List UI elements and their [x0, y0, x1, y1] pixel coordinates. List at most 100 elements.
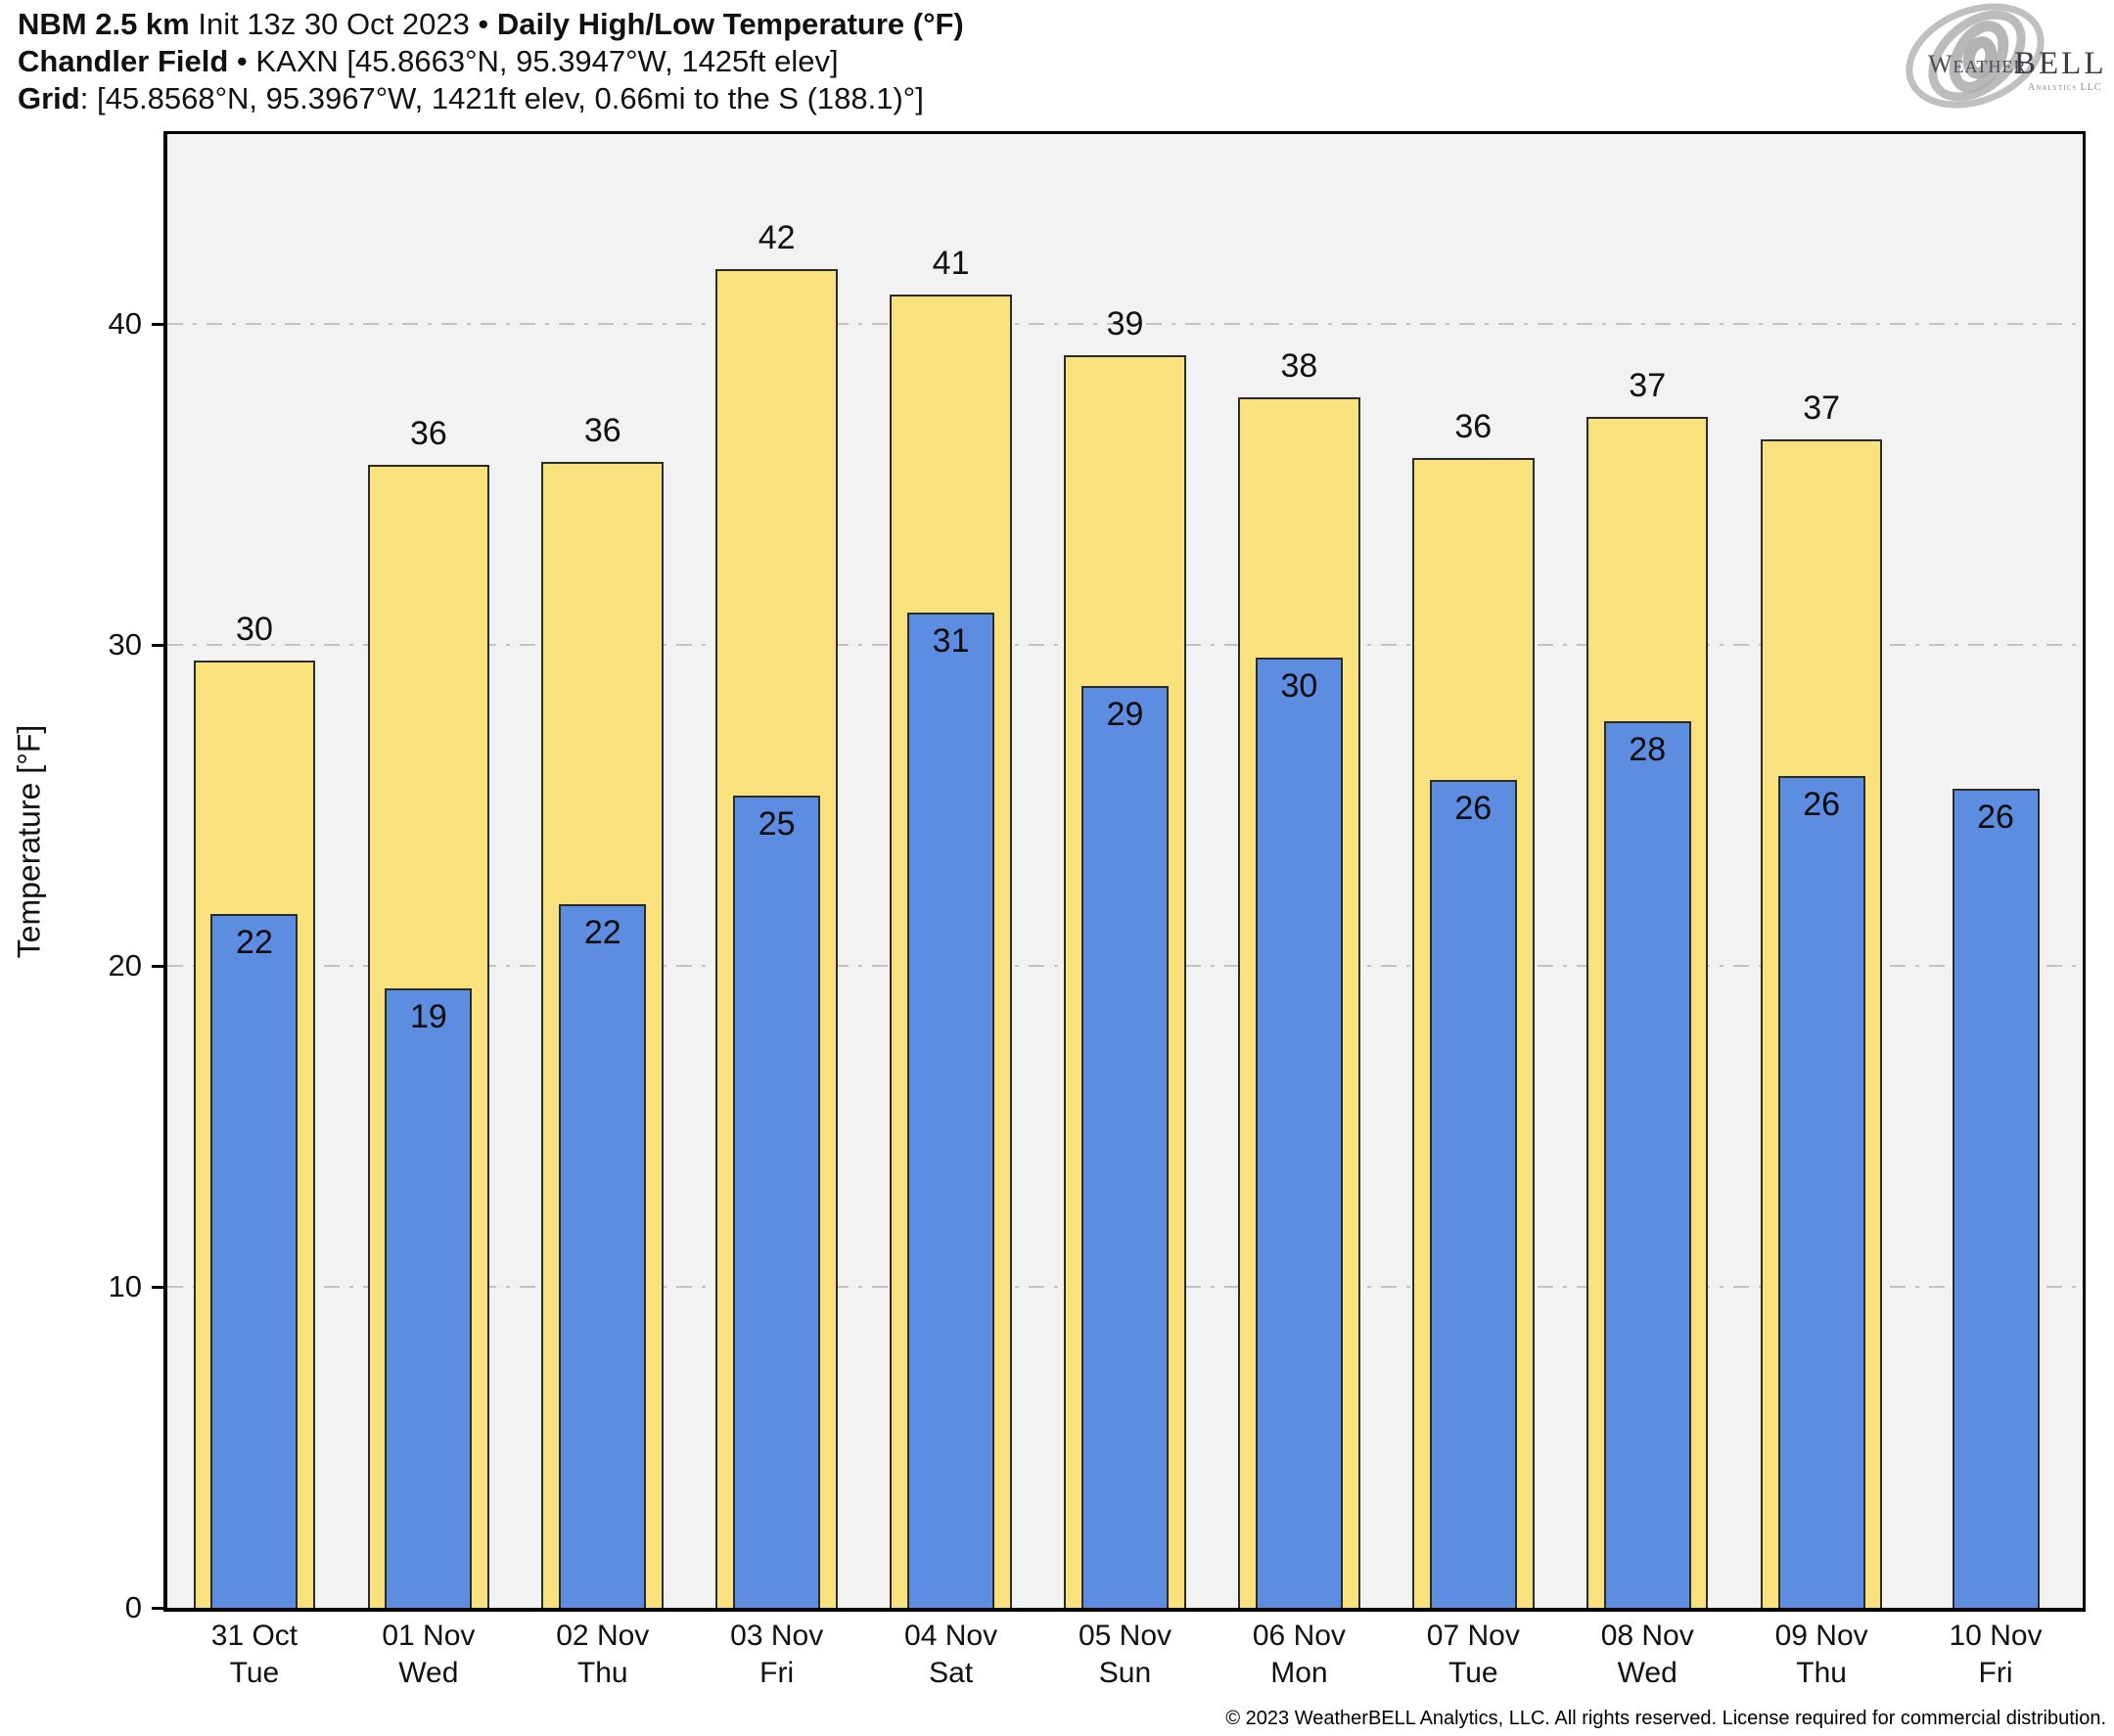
station-name: Chandler Field: [18, 44, 229, 78]
x-tick-label: 03 Nov Fri: [690, 1618, 864, 1692]
y-tick-40: [152, 322, 167, 326]
x-tick-date: 07 Nov: [1426, 1620, 1520, 1652]
bar-group-03-nov: 42 25 03 Nov Fri: [690, 134, 864, 1689]
x-tick-label: 01 Nov Wed: [342, 1618, 516, 1692]
x-tick-date: 09 Nov: [1774, 1620, 1868, 1652]
x-tick-weekday: Tue: [1448, 1657, 1498, 1689]
high-value-label: 37: [1803, 388, 1841, 427]
low-bar: 22: [210, 914, 299, 1608]
low-bar: 26: [1952, 789, 2040, 1608]
hurricane-swirl-icon: [1906, 3, 2045, 109]
gridline-40: [167, 322, 2083, 325]
low-bar: 29: [1081, 686, 1169, 1608]
init-time: Init 13z 30 Oct 2023 •: [189, 7, 497, 41]
x-tick-weekday: Fri: [1978, 1657, 2013, 1689]
grid-label: Grid: [18, 81, 80, 115]
header-line-1: NBM 2.5 km Init 13z 30 Oct 2023 • Daily …: [18, 6, 964, 43]
low-value-label: 22: [236, 924, 273, 962]
model-name: NBM 2.5 km: [18, 7, 190, 41]
x-tick-weekday: Sun: [1098, 1657, 1152, 1689]
x-tick-weekday: Sat: [929, 1657, 974, 1689]
low-value-label: 19: [409, 997, 447, 1035]
x-tick-date: 03 Nov: [730, 1620, 824, 1652]
low-bar: 25: [733, 795, 821, 1608]
low-value-label: 25: [758, 804, 796, 843]
high-value-label: 38: [1280, 347, 1318, 386]
high-value-label: 41: [932, 245, 970, 283]
x-tick-date: 05 Nov: [1078, 1620, 1172, 1652]
x-tick-label: 09 Nov Thu: [1734, 1618, 1908, 1692]
bar-group-08-nov: 37 28 08 Nov Wed: [1560, 134, 1734, 1689]
x-tick-label: 05 Nov Sun: [1038, 1618, 1213, 1692]
header-line-2: Chandler Field • KAXN [45.8663°N, 95.394…: [18, 43, 964, 80]
bar-group-05-nov: 39 29 05 Nov Sun: [1038, 134, 1213, 1689]
high-value-label: 36: [1454, 408, 1493, 446]
x-tick-label: 10 Nov Fri: [1908, 1618, 2083, 1692]
x-tick-label: 02 Nov Thu: [516, 1618, 690, 1692]
high-value-label: 36: [583, 411, 621, 449]
x-tick-weekday: Wed: [398, 1657, 459, 1689]
low-bar: 26: [1429, 779, 1517, 1608]
x-tick-label: 04 Nov Sat: [864, 1618, 1038, 1692]
low-bar: 28: [1603, 721, 1691, 1608]
low-bar: 31: [907, 612, 995, 1608]
bar-group-31-oct: 30 22 31 Oct Tue: [167, 134, 342, 1689]
weatherbell-logo: Weather BELL Analytics LLC: [1906, 3, 2103, 109]
low-value-label: 26: [1803, 786, 1841, 824]
chart-header: NBM 2.5 km Init 13z 30 Oct 2023 • Daily …: [18, 6, 964, 117]
low-value-label: 29: [1106, 696, 1144, 734]
bar-group-07-nov: 36 26 07 Nov Tue: [1386, 134, 1560, 1689]
x-tick-weekday: Thu: [576, 1657, 628, 1689]
logo-text-weather: Weather: [1928, 50, 2027, 78]
copyright-notice: © 2023 WeatherBELL Analytics, LLC. All r…: [1225, 1708, 2106, 1729]
bar-group-04-nov: 41 31 04 Nov Sat: [864, 134, 1038, 1689]
y-tick-label-40: 40: [108, 305, 142, 341]
plot-area: 0 10 20 30 40 30 22 31 Oct Tue 36 19 01 Nov Wed 36 22 0…: [109, 131, 2086, 1689]
bar-group-01-nov: 36 19 01 Nov Wed: [342, 134, 516, 1689]
x-tick-weekday: Fri: [759, 1657, 795, 1689]
x-tick-date: 01 Nov: [382, 1620, 476, 1652]
y-tick-label-0: 0: [124, 1590, 142, 1624]
x-tick-label: 08 Nov Wed: [1560, 1618, 1734, 1692]
bar-group-10-nov: 26 10 Nov Fri: [1908, 134, 2083, 1689]
x-tick-label: 06 Nov Mon: [1212, 1618, 1386, 1692]
logo-text-analytics: Analytics LLC: [2028, 82, 2102, 93]
x-tick-label: 31 Oct Tue: [167, 1618, 342, 1692]
x-tick-weekday: Wed: [1617, 1657, 1677, 1689]
x-tick-weekday: Tue: [229, 1657, 280, 1689]
y-tick-30: [152, 643, 167, 647]
x-tick-weekday: Thu: [1796, 1657, 1847, 1689]
x-tick-date: 02 Nov: [556, 1620, 650, 1652]
low-bar: 22: [559, 904, 647, 1608]
x-tick-weekday: Mon: [1270, 1657, 1328, 1689]
grid-details: : [45.8568°N, 95.3967°W, 1421ft elev, 0.…: [79, 81, 924, 115]
y-tick-label-20: 20: [108, 947, 142, 982]
y-tick-label-30: 30: [108, 626, 142, 662]
low-bar: 26: [1777, 776, 1865, 1608]
high-value-label: 42: [758, 218, 796, 256]
low-bar: 19: [385, 987, 473, 1608]
y-tick-10: [152, 1285, 167, 1289]
y-tick-0: [152, 1607, 167, 1610]
high-value-label: 37: [1629, 366, 1667, 404]
chart-title: Daily High/Low Temperature (°F): [496, 7, 964, 41]
bar-group-02-nov: 36 22 02 Nov Thu: [516, 134, 690, 1689]
header-line-3: Grid: [45.8568°N, 95.3967°W, 1421ft elev…: [18, 80, 964, 117]
low-value-label: 26: [1977, 799, 2014, 837]
y-tick-20: [152, 964, 167, 968]
low-value-label: 28: [1629, 731, 1667, 769]
low-bar: 30: [1255, 657, 1343, 1608]
y-axis-title: Temperature [°F]: [11, 724, 47, 959]
high-value-label: 30: [236, 611, 273, 649]
station-details: • KAXN [45.8663°N, 95.3947°W, 1425ft ele…: [228, 44, 839, 78]
low-value-label: 26: [1454, 789, 1493, 827]
bar-group-09-nov: 37 26 09 Nov Thu: [1734, 134, 1908, 1689]
x-tick-date: 31 Oct: [210, 1620, 299, 1652]
x-tick-date: 04 Nov: [904, 1620, 998, 1652]
x-tick-label: 07 Nov Tue: [1386, 1618, 1560, 1692]
low-value-label: 30: [1280, 666, 1318, 705]
high-value-label: 36: [409, 414, 447, 452]
low-value-label: 22: [583, 914, 621, 952]
high-value-label: 39: [1106, 305, 1144, 343]
low-value-label: 31: [932, 621, 970, 660]
